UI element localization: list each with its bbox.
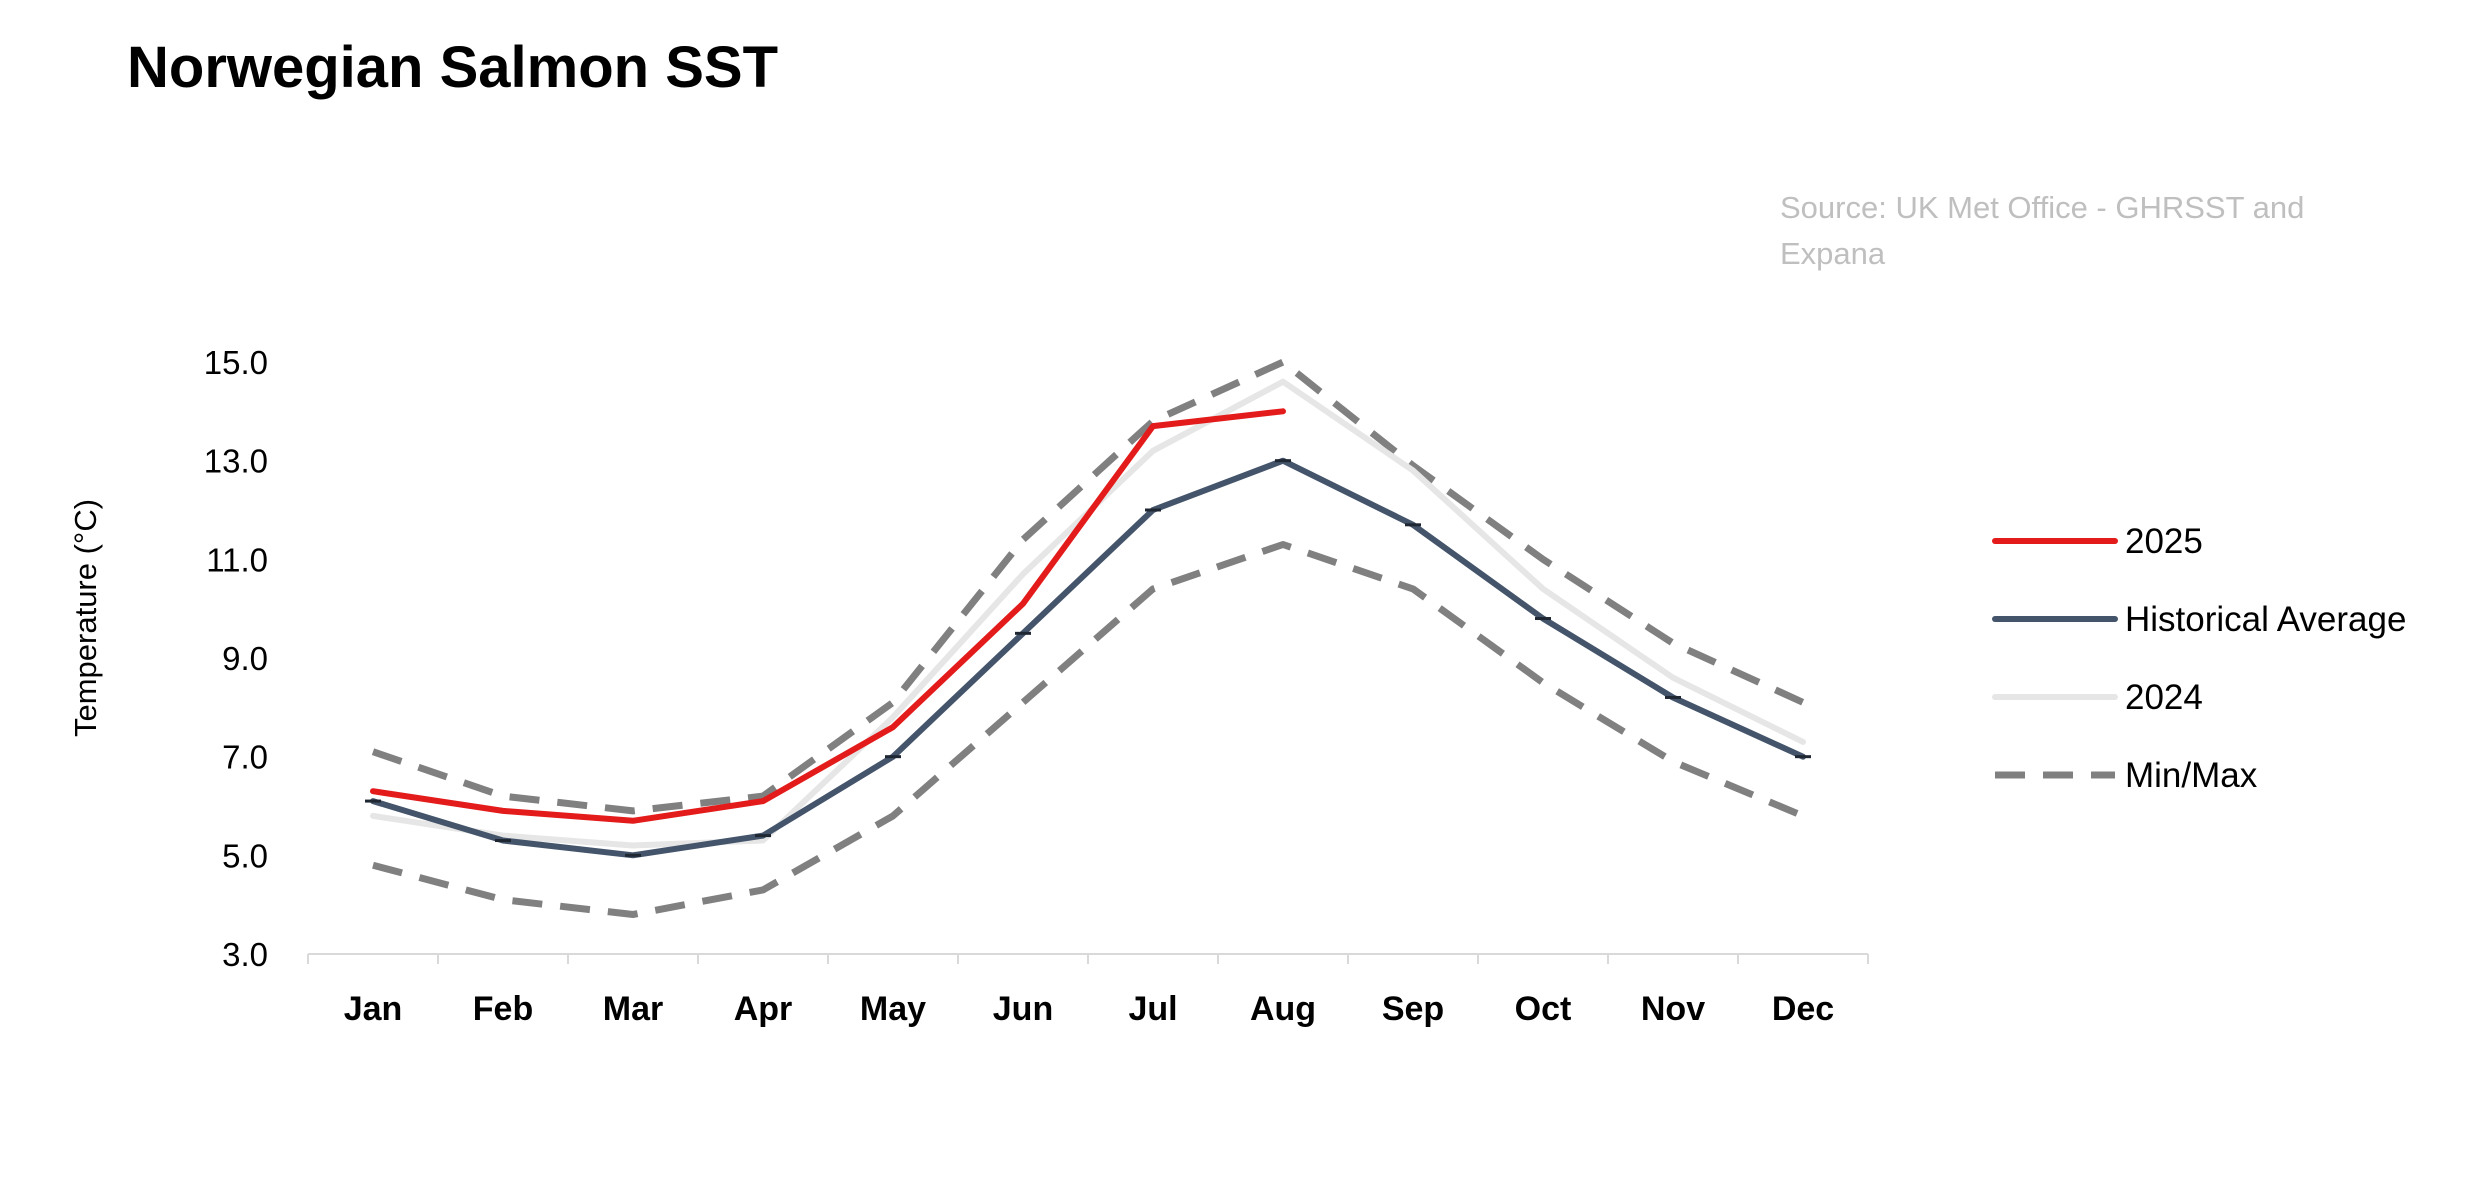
chart-title: Norwegian Salmon SST bbox=[127, 35, 778, 100]
legend: 2025 Historical Average 2024 Min/Max bbox=[1992, 522, 2406, 795]
y-tick-label: 15.0 bbox=[204, 344, 268, 381]
series-layer bbox=[365, 358, 1811, 918]
y-tick-label: 5.0 bbox=[222, 837, 268, 874]
y-tick-label: 13.0 bbox=[204, 443, 268, 480]
y-tick-label: 9.0 bbox=[222, 640, 268, 677]
x-tick-label: Apr bbox=[734, 990, 793, 1028]
series-line-min-max bbox=[371, 358, 1805, 815]
legend-label: 2024 bbox=[2125, 678, 2203, 717]
x-tick-label: Feb bbox=[473, 990, 533, 1028]
axes: 15.0 13.0 11.0 9.0 7.0 5.0 3.0 Jan Feb Mar Apr May J… bbox=[204, 344, 1869, 1028]
legend-label: 2025 bbox=[2125, 522, 2203, 561]
y-tick-label: 7.0 bbox=[222, 739, 268, 776]
series-line-historical-average bbox=[370, 457, 1806, 859]
x-tick-label: Jul bbox=[1128, 990, 1177, 1028]
series-line-2025 bbox=[370, 408, 1286, 824]
legend-label: Min/Max bbox=[2125, 756, 2258, 795]
chart-source-note: Source: UK Met Office - GHRSST and Expan… bbox=[1780, 190, 2305, 271]
x-tick-label: Sep bbox=[1382, 990, 1444, 1028]
x-tick-label: Jan bbox=[344, 990, 403, 1028]
x-tick-label: Jun bbox=[993, 990, 1053, 1028]
x-tick-label: Aug bbox=[1250, 990, 1316, 1028]
y-axis-label: Temperature (°C) bbox=[68, 499, 103, 737]
x-tick-label: Dec bbox=[1772, 990, 1834, 1028]
legend-label: Historical Average bbox=[2125, 600, 2406, 639]
y-tick-label: 11.0 bbox=[206, 541, 268, 578]
x-tick-label: May bbox=[860, 990, 926, 1028]
x-tick-label: Mar bbox=[603, 990, 663, 1028]
x-tick-label: Nov bbox=[1641, 990, 1705, 1028]
x-tick-label: Oct bbox=[1515, 990, 1572, 1028]
series-line-2024 bbox=[370, 378, 1806, 849]
series-line-min bbox=[372, 541, 1805, 918]
y-tick-label: 3.0 bbox=[222, 936, 268, 973]
